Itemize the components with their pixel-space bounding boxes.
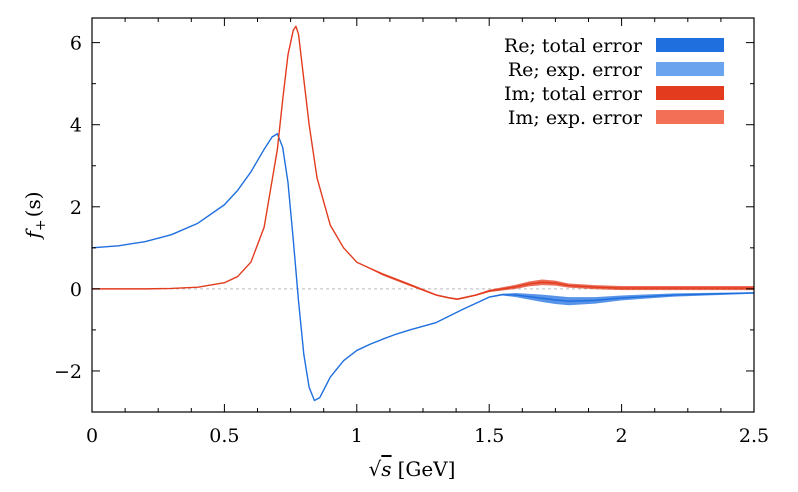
x-tick-label: 2 (616, 425, 628, 447)
y-axis-title: f+(s) (21, 191, 49, 240)
series-line-im (92, 25, 754, 300)
plot-frame (91, 17, 755, 413)
legend-swatch (656, 62, 724, 76)
legend-label: Re; exp. error (508, 59, 643, 81)
legend-label: Re; total error (504, 35, 643, 57)
error-band-im (92, 26, 754, 300)
y-axis-sub: + (33, 219, 49, 231)
x-axis-sqrt: √ (369, 457, 382, 481)
series-line-re (91, 133, 755, 402)
x-axis-unit: [GeV] (398, 457, 456, 481)
x-tick-label: 0.5 (209, 425, 239, 447)
y-axis-arg: (s) (21, 191, 45, 217)
error-band-re (92, 133, 754, 401)
x-axis-var: s (381, 457, 391, 481)
x-tick-label: 0 (86, 425, 98, 447)
y-tick-label: 2 (70, 197, 82, 219)
x-tick-label: 1 (351, 425, 363, 447)
x-tick-label: 2.5 (739, 425, 769, 447)
legend-swatch (656, 38, 724, 52)
x-axis-title: √s [GeV] (369, 457, 456, 481)
legend-swatch (656, 110, 724, 124)
legend-label: Im; exp. error (508, 107, 643, 129)
y-tick-label: 6 (70, 33, 82, 55)
y-tick-label: −2 (54, 361, 82, 383)
y-tick-label: 4 (70, 115, 82, 137)
legend-swatch (656, 86, 724, 100)
legend-label: Im; total error (504, 83, 643, 105)
x-tick-label: 1.5 (474, 425, 504, 447)
y-tick-label: 0 (70, 279, 82, 301)
